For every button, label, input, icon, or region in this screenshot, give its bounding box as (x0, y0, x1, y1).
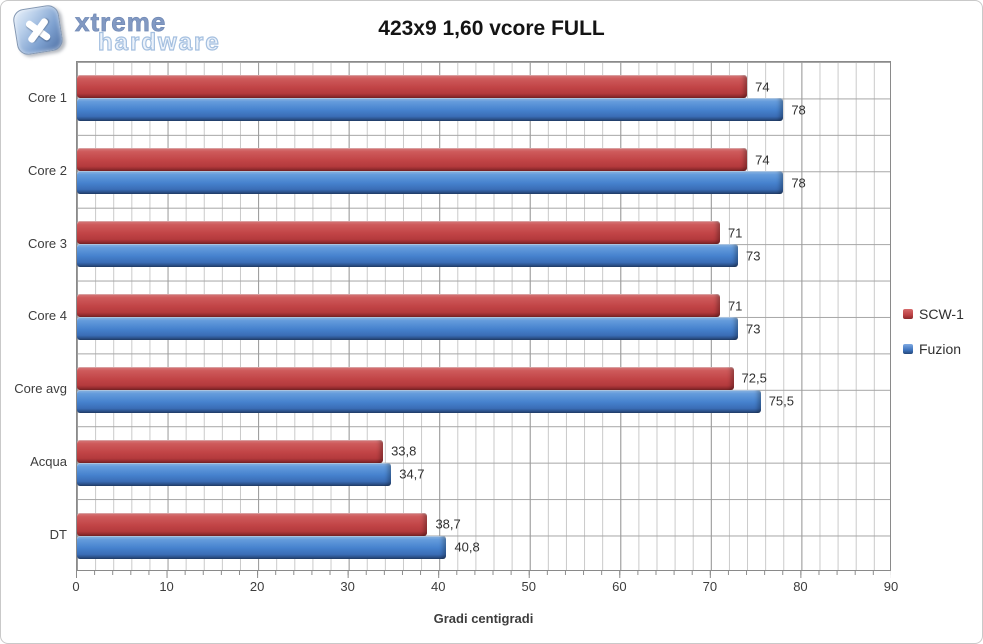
legend-item-fuzion: Fuzion (903, 339, 964, 359)
category-label-core-3: Core 3 (27, 235, 67, 251)
value-label: 75,5 (768, 393, 794, 409)
value-label: 38,7 (435, 516, 461, 532)
logo-text-hardware: hardware (97, 28, 221, 56)
x-tick-label-60: 60 (612, 579, 627, 594)
value-label: 78 (791, 102, 806, 118)
legend-label-fuzion: Fuzion (919, 341, 962, 357)
category-label-core-avg: Core avg (14, 381, 67, 397)
fuzion-swatch-icon (903, 344, 913, 354)
logo-text-xtreme: xtreme (75, 7, 167, 38)
value-label: 34,7 (399, 466, 425, 482)
bar-scw-1-acqua (77, 439, 384, 463)
bar-fuzion-core-4 (77, 317, 739, 340)
category-label-acqua: Acqua (30, 454, 67, 470)
category-label-dt: DT (49, 527, 67, 543)
x-tick-label-40: 40 (430, 579, 446, 594)
x-tick-label-10: 10 (159, 579, 174, 594)
legend-label-scw1: SCW-1 (919, 306, 964, 322)
bar-scw-1-core-2 (77, 148, 748, 172)
scw1-swatch-icon (903, 309, 913, 319)
value-label: 78 (791, 175, 806, 191)
plot-area: 74 78 74 78 71 73 71 73 72,5 75,5 33,8 34,7 38,7 40,8 (76, 61, 891, 571)
x-tick-label-30: 30 (340, 579, 355, 594)
value-label: 74 (755, 79, 770, 95)
category-label-core-4: Core 4 (27, 308, 67, 324)
value-label: 71 (727, 225, 743, 241)
bar-fuzion-acqua (77, 462, 392, 486)
xtreme-hardware-logo: xtreme hardware (1, 1, 241, 59)
x-axis-minor-ticks (76, 571, 891, 575)
x-tick-label-0: 0 (72, 579, 80, 594)
value-label: 33,8 (391, 443, 417, 459)
bar-scw-1-core-1 (77, 75, 748, 99)
value-label: 72,5 (741, 370, 767, 386)
bar-fuzion-dt (77, 535, 447, 559)
legend-item-scw1: SCW-1 (903, 304, 964, 324)
bar-scw-1-core-3 (77, 221, 720, 245)
x-tick-label-80: 80 (793, 579, 808, 594)
value-label: 40,8 (454, 539, 480, 555)
bar-scw-1-core-4 (77, 294, 720, 317)
bar-fuzion-core-1 (77, 98, 784, 122)
x-tick-label-50: 50 (521, 579, 536, 594)
legend: SCW-1 Fuzion (903, 304, 964, 374)
bar-fuzion-core-2 (77, 171, 784, 195)
x-tick-label-70: 70 (702, 579, 718, 594)
bar-scw-1-core-avg (77, 366, 734, 390)
value-label: 71 (727, 298, 743, 313)
bar-scw-1-dt (77, 512, 428, 536)
x-tick-label-90: 90 (883, 579, 899, 594)
value-label: 74 (755, 152, 770, 168)
bar-fuzion-core-avg (77, 389, 761, 413)
category-label-core-1: Core 1 (27, 89, 67, 105)
category-label-core-2: Core 2 (27, 162, 67, 178)
value-label: 73 (746, 321, 761, 336)
chart-title: 423x9 1,60 vcore FULL (378, 17, 605, 40)
bar-fuzion-core-3 (77, 244, 739, 268)
x-axis-title: Gradi centigradi (433, 611, 534, 626)
x-tick-label-20: 20 (249, 579, 265, 594)
value-label: 73 (746, 248, 761, 264)
